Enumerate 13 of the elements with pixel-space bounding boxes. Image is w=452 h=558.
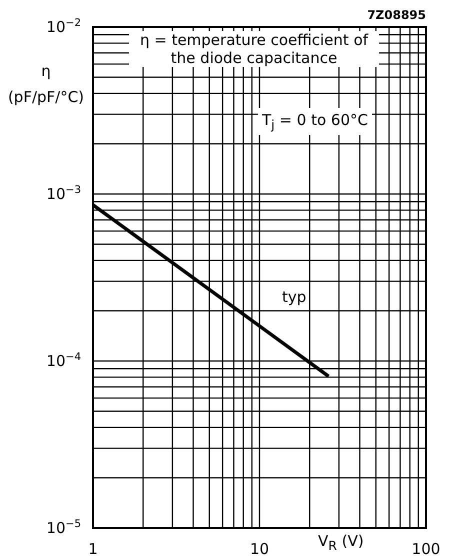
x-tick-label: 1 (88, 540, 98, 558)
y-tick-label: 10$^{−3}$ (46, 184, 81, 203)
annotation: T$_{j}$ = 0 to 60°C (258, 108, 372, 135)
x-axis-title: V$_{R}$ (V) (318, 532, 364, 553)
y-tick-label: 10$^{−4}$ (46, 351, 82, 370)
annotation: η = temperature coefficient of the diode capacitance (129, 31, 379, 67)
x-tick-label: 10 (250, 540, 270, 558)
y-tick-label: 10$^{−5}$ (46, 518, 81, 537)
x-tick-label: 100 (412, 540, 440, 558)
y-axis-title: η (pF/pF/°C) (6, 61, 86, 108)
y-tick-label: 10$^{−2}$ (46, 17, 81, 36)
text: 7Z08895 (367, 8, 426, 22)
annotation: typ (280, 288, 308, 306)
